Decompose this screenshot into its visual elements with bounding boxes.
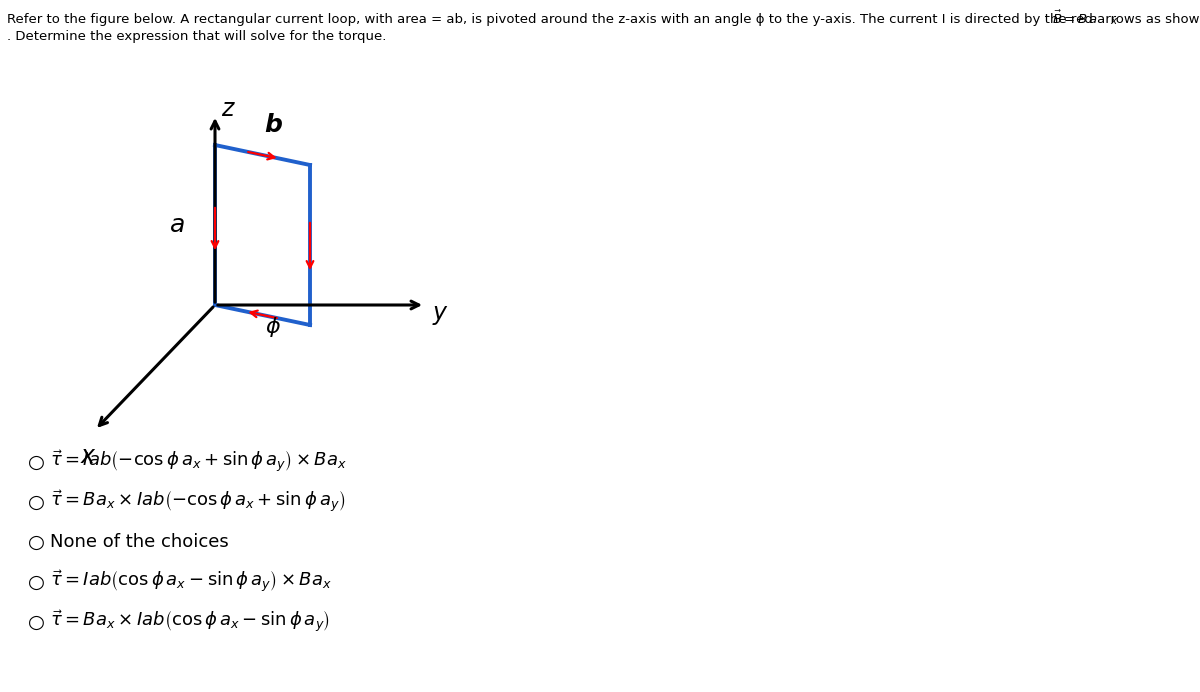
Text: a: a xyxy=(170,213,185,237)
Text: $\vec{\tau} = Iab\left(\cos\phi\, a_x - \sin\phi\, a_y\right)\times Ba_x$: $\vec{\tau} = Iab\left(\cos\phi\, a_x - … xyxy=(50,569,332,595)
Text: $\vec{B}=B\,a$: $\vec{B}=B\,a$ xyxy=(1052,10,1098,28)
Text: x: x xyxy=(1110,16,1116,26)
Text: ○: ○ xyxy=(28,572,46,592)
Text: Refer to the figure below. A rectangular current loop, with area = ab, is pivote: Refer to the figure below. A rectangular… xyxy=(7,13,1200,26)
Text: x: x xyxy=(82,444,95,468)
Text: $\vec{\tau} = Ba_x \times Iab\left(\cos\phi\, a_x - \sin\phi\, a_y\right)$: $\vec{\tau} = Ba_x \times Iab\left(\cos\… xyxy=(50,609,330,635)
Text: None of the choices: None of the choices xyxy=(50,533,229,551)
Text: $\vec{\tau} = Ba_x \times Iab\left(-\cos\phi\, a_x + \sin\phi\, a_y\right)$: $\vec{\tau} = Ba_x \times Iab\left(-\cos… xyxy=(50,489,346,515)
Text: $\vec{\tau} = Iab\left(-\cos\phi\, a_x + \sin\phi\, a_y\right)\times Ba_x$: $\vec{\tau} = Iab\left(-\cos\phi\, a_x +… xyxy=(50,449,347,475)
Text: ○: ○ xyxy=(28,493,46,511)
Text: . Determine the expression that will solve for the torque.: . Determine the expression that will sol… xyxy=(7,30,386,43)
Text: y: y xyxy=(433,301,446,325)
Text: z: z xyxy=(221,97,233,121)
Text: ○: ○ xyxy=(28,533,46,552)
Text: ○: ○ xyxy=(28,453,46,471)
Text: ϕ: ϕ xyxy=(265,317,280,337)
Text: ○: ○ xyxy=(28,612,46,632)
Text: b: b xyxy=(264,113,282,137)
